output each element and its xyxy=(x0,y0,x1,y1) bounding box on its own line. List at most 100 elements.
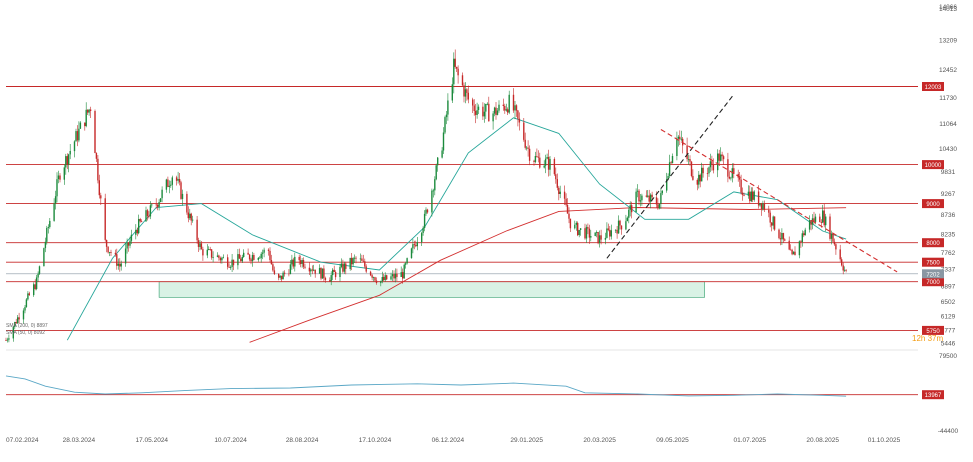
candle xyxy=(324,276,327,283)
candle xyxy=(709,153,712,173)
candle xyxy=(273,266,276,275)
candle xyxy=(159,198,162,203)
candle-body xyxy=(717,153,719,171)
candle-body xyxy=(170,184,172,186)
candle xyxy=(740,174,742,195)
candle-body xyxy=(477,106,480,110)
candle-body xyxy=(556,179,558,188)
candle xyxy=(320,267,322,281)
candle xyxy=(474,104,477,124)
candle xyxy=(56,172,58,203)
last-price-tag xyxy=(922,269,944,279)
candle xyxy=(584,223,586,240)
price-levels[interactable] xyxy=(6,86,918,331)
candle-body xyxy=(304,266,306,268)
candle-body xyxy=(159,198,162,202)
candle-body xyxy=(416,242,418,247)
candle xyxy=(120,260,122,271)
candle xyxy=(126,238,128,254)
candle xyxy=(839,244,841,262)
candle-body xyxy=(351,257,353,265)
candle-body xyxy=(87,109,89,113)
candle-body xyxy=(25,299,28,307)
candle xyxy=(473,99,475,116)
trendlines[interactable] xyxy=(606,94,898,273)
candle xyxy=(502,98,504,111)
candle xyxy=(423,210,426,232)
candle xyxy=(668,154,671,179)
candle-body xyxy=(288,273,290,275)
candle xyxy=(15,318,17,324)
legend: SMA (200, 0) 8897 SMA (50, 0) 8092 xyxy=(6,323,48,337)
candle-body xyxy=(708,167,710,174)
lower-y-tick-label: 79500 xyxy=(939,353,957,360)
candle xyxy=(721,151,723,162)
candle-body xyxy=(94,111,96,154)
candle-body xyxy=(301,260,303,264)
candle-body xyxy=(375,280,378,283)
candle xyxy=(181,189,184,206)
candle xyxy=(209,246,211,251)
candle xyxy=(146,208,149,221)
candle-body xyxy=(124,248,127,264)
candle-body xyxy=(202,249,204,256)
candle xyxy=(65,153,67,175)
candle-body xyxy=(515,105,518,111)
candle xyxy=(243,249,245,258)
candle xyxy=(94,109,96,154)
candle xyxy=(406,257,408,265)
candle xyxy=(76,125,79,147)
candle xyxy=(294,252,296,272)
candle xyxy=(6,337,9,343)
candle xyxy=(743,192,745,197)
candle-body xyxy=(619,220,621,226)
candle-body xyxy=(721,154,723,157)
candle xyxy=(456,66,458,72)
candle-body xyxy=(771,222,773,226)
candle-body xyxy=(445,114,448,118)
candle-body xyxy=(333,269,335,272)
candle-body xyxy=(49,220,51,228)
candle xyxy=(43,247,45,267)
candle xyxy=(241,254,243,263)
candle-body xyxy=(54,196,57,204)
candle-body xyxy=(727,159,729,177)
candle xyxy=(129,236,131,249)
candle xyxy=(386,274,388,281)
candle xyxy=(614,229,617,233)
candle-body xyxy=(365,266,367,272)
price-level-tag xyxy=(922,160,944,170)
candle xyxy=(161,186,163,203)
candle xyxy=(175,175,178,186)
candle-body xyxy=(390,276,392,280)
candle-body xyxy=(518,118,521,123)
candle xyxy=(784,238,786,242)
candle xyxy=(114,249,117,257)
candle xyxy=(590,229,592,242)
candle xyxy=(596,230,598,238)
candle-body xyxy=(410,248,413,259)
candle-body xyxy=(140,221,143,223)
candle xyxy=(445,111,448,125)
candle xyxy=(539,152,541,169)
candle xyxy=(282,270,284,280)
candle xyxy=(281,275,283,282)
candle-body xyxy=(803,233,805,236)
candle-body xyxy=(127,242,130,246)
candle-body xyxy=(5,340,7,341)
candle-body xyxy=(671,156,674,164)
candle xyxy=(49,218,51,229)
candle-body xyxy=(639,200,642,202)
candle xyxy=(68,153,70,173)
candle xyxy=(108,251,111,257)
candle-body xyxy=(565,198,567,205)
candle xyxy=(558,185,560,201)
candle-body xyxy=(199,243,201,247)
candle xyxy=(369,270,372,277)
candle xyxy=(400,266,402,277)
candle-body xyxy=(97,158,99,181)
candle-body xyxy=(119,263,121,267)
candle xyxy=(240,255,242,262)
